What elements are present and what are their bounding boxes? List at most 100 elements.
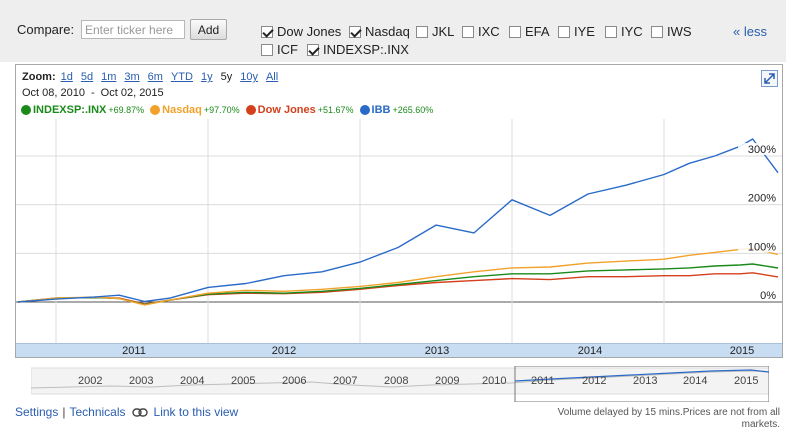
zoom-3m[interactable]: 3m xyxy=(124,71,140,83)
checkbox-label: Dow Jones xyxy=(277,24,342,39)
zoom-6m[interactable]: 6m xyxy=(147,71,163,83)
zoom-label: Zoom: xyxy=(22,71,56,83)
checkbox-efa[interactable]: EFA xyxy=(509,24,550,39)
year-label: 2011 xyxy=(122,345,146,357)
date-start[interactable]: Oct 08, 2010 xyxy=(22,87,85,99)
checkbox-iyc[interactable]: IYC xyxy=(605,24,643,39)
checkbox-iws[interactable]: IWS xyxy=(651,24,692,39)
legend-dot xyxy=(21,105,31,115)
chart-panel: 0% 100% 200% 300% Zoom: 1d 5d 1m 3m 6m YTD … xyxy=(15,64,783,358)
navigator-track[interactable] xyxy=(31,366,769,402)
nav-year: 2015 xyxy=(734,375,759,387)
checkbox-label: IXC xyxy=(478,24,500,39)
zoom-ytd[interactable]: YTD xyxy=(170,71,193,83)
checkbox-iye[interactable]: IYE xyxy=(558,24,595,39)
legend-dot xyxy=(150,105,161,115)
zoom-1d[interactable]: 1d xyxy=(60,71,73,83)
date-range: Oct 08, 2010 - Oct 02, 2015 xyxy=(22,87,164,99)
settings-link[interactable]: Settings xyxy=(15,405,59,419)
zoom-all[interactable]: All xyxy=(265,71,279,83)
checkbox-nasdaq[interactable]: Nasdaq xyxy=(349,24,410,39)
y-tick-label: 0% xyxy=(760,290,776,302)
series-line-ibb xyxy=(17,138,779,303)
y-tick-label: 300% xyxy=(748,144,776,156)
range-navigator[interactable]: 2002 2003 2004 2005 2006 2007 2008 2009 … xyxy=(31,366,769,402)
navigator-selection[interactable] xyxy=(514,366,769,402)
volume-disclaimer: Volume delayed by 15 mins.Prices are not… xyxy=(557,407,780,429)
legend-name: INDEXSP:.INX xyxy=(33,104,107,116)
legend-change: +265.60% xyxy=(392,105,434,115)
checkbox-label: IYE xyxy=(574,24,595,39)
nav-year: 2005 xyxy=(231,375,256,387)
expand-chart-button[interactable] xyxy=(761,70,778,87)
less-link[interactable]: « less xyxy=(733,24,767,39)
checkbox-indexsp-inx[interactable]: INDEXSP:.INX xyxy=(307,42,409,57)
checkbox-box[interactable] xyxy=(509,25,521,38)
checkbox-box[interactable] xyxy=(416,25,428,38)
zoom-controls: Zoom: 1d 5d 1m 3m 6m YTD 1y 5y 10y All xyxy=(22,71,278,83)
checkbox-box[interactable] xyxy=(261,43,273,56)
checkbox-label: INDEXSP:.INX xyxy=(323,42,409,57)
y-tick-label-bg xyxy=(738,289,778,301)
nav-year: 2006 xyxy=(282,375,307,387)
checkbox-box[interactable] xyxy=(307,43,319,56)
nav-year: 2011 xyxy=(531,375,555,387)
checkbox-box[interactable] xyxy=(651,25,663,38)
checkbox-ixc[interactable]: IXC xyxy=(462,24,500,39)
nav-year: 2014 xyxy=(683,375,708,387)
nav-year: 2009 xyxy=(435,375,460,387)
footer-separator: | xyxy=(62,405,66,419)
checkbox-box[interactable] xyxy=(605,25,617,38)
ticker-input[interactable] xyxy=(81,20,185,39)
checkbox-label: Nasdaq xyxy=(365,24,410,39)
nav-year: 2002 xyxy=(78,375,103,387)
date-separator: - xyxy=(91,87,95,99)
year-label: 2015 xyxy=(729,345,755,357)
zoom-1m[interactable]: 1m xyxy=(101,71,117,83)
series-line-nasdaq xyxy=(17,247,779,306)
checkbox-jkl[interactable]: JKL xyxy=(416,24,454,39)
y-tick-label-bg xyxy=(738,191,778,204)
legend-name: IBB xyxy=(371,104,391,116)
legend-change: +51.67% xyxy=(317,105,354,115)
year-label: 2013 xyxy=(424,345,450,357)
legend-dot xyxy=(359,105,370,115)
y-tick-label: 100% xyxy=(748,241,776,253)
checkbox-box[interactable] xyxy=(462,25,474,38)
add-ticker-button[interactable]: Add xyxy=(190,19,227,40)
y-tick-label-bg xyxy=(738,240,778,253)
checkbox-label: IWS xyxy=(667,24,692,39)
y-tick-label: 200% xyxy=(748,193,776,205)
nav-year: 2004 xyxy=(180,375,205,387)
zoom-10y[interactable]: 10y xyxy=(240,71,258,83)
checkbox-dow-jones[interactable]: Dow Jones xyxy=(261,24,341,39)
nav-year: 2012 xyxy=(582,375,607,387)
legend-name: Dow Jones xyxy=(257,104,316,116)
zoom-5y[interactable]: 5y xyxy=(220,71,233,83)
compare-bar: Compare: Add Dow Jones Nasdaq JKL IXC EF… xyxy=(0,0,786,62)
line-chart[interactable]: 0% 100% 200% 300% xyxy=(16,65,783,343)
legend-item-indexsp: INDEXSP:.INX +69.87% xyxy=(21,104,144,116)
technicals-link[interactable]: Technicals xyxy=(69,405,126,419)
year-label: 2014 xyxy=(577,345,603,357)
zoom-5d[interactable]: 5d xyxy=(80,71,94,83)
checkbox-label: EFA xyxy=(525,24,550,39)
compare-label: Compare: xyxy=(17,22,75,37)
nav-year: 2008 xyxy=(384,375,409,387)
zoom-1y[interactable]: 1y xyxy=(200,71,213,83)
checkbox-box[interactable] xyxy=(349,25,361,38)
checkbox-label: ICF xyxy=(277,42,298,57)
legend-dot xyxy=(245,105,256,115)
link-to-view[interactable]: Link to this view xyxy=(153,405,239,419)
expand-icon xyxy=(764,73,775,84)
nav-year: 2010 xyxy=(482,375,507,387)
checkbox-box[interactable] xyxy=(261,25,273,38)
footer-links: Settings | Technicals Link to this view xyxy=(15,405,238,419)
checkbox-label: JKL xyxy=(432,24,455,39)
checkbox-box[interactable] xyxy=(558,25,570,38)
nav-year: 2007 xyxy=(333,375,358,387)
checkbox-icf[interactable]: ICF xyxy=(261,42,298,57)
nav-year: 2013 xyxy=(633,375,658,387)
date-end[interactable]: Oct 02, 2015 xyxy=(100,87,164,99)
legend-item-dow-jones: Dow Jones +51.67% xyxy=(245,104,354,116)
